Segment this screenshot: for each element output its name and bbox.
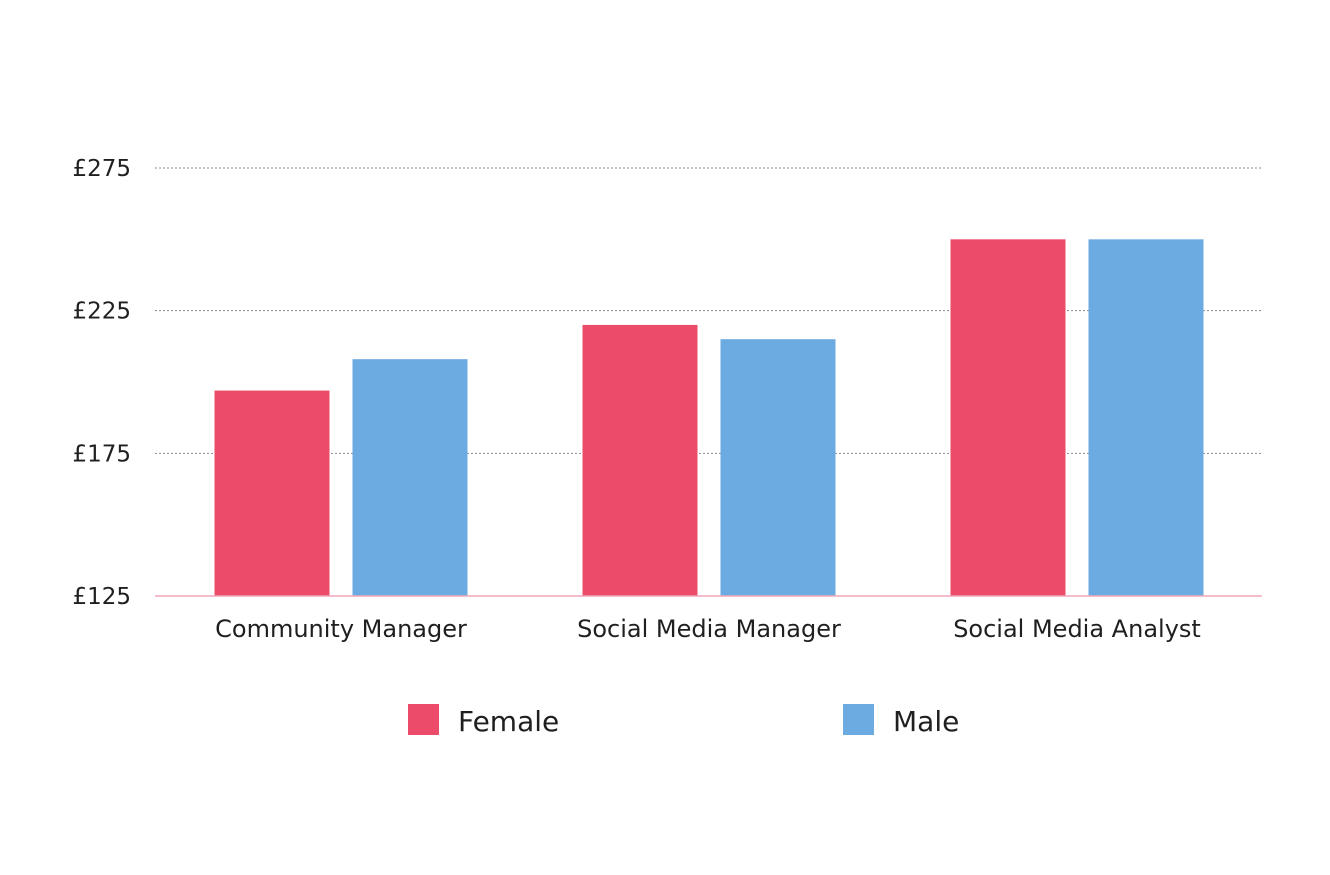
- bar-female: [582, 324, 698, 596]
- bars: [214, 239, 1204, 597]
- bar-male: [720, 339, 836, 596]
- legend-label: Male: [893, 705, 959, 738]
- legend-item-male: Male: [843, 704, 959, 738]
- bar-male: [352, 359, 468, 596]
- y-tick-label: £125: [72, 584, 131, 610]
- bar-female: [950, 239, 1066, 597]
- gridlines: [155, 167, 1262, 454]
- x-tick-label: Social Media Analyst: [953, 615, 1201, 643]
- legend: Female Male: [408, 704, 959, 738]
- y-tick-label: £175: [72, 441, 131, 467]
- x-tick-label: Social Media Manager: [577, 615, 841, 643]
- legend-item-female: Female: [408, 704, 559, 738]
- legend-swatch: [408, 704, 439, 735]
- legend-label: Female: [458, 705, 559, 738]
- y-tick-label: £275: [72, 156, 131, 182]
- bar-female: [214, 390, 330, 596]
- y-tick-label: £225: [72, 299, 131, 325]
- x-axis-labels: Community Manager Social Media Manager Soc…: [215, 615, 1201, 643]
- legend-swatch: [843, 704, 874, 735]
- y-axis-ticks: £125 £175 £225 £275: [72, 156, 131, 610]
- bar-male: [1088, 239, 1204, 597]
- x-tick-label: Community Manager: [215, 615, 467, 643]
